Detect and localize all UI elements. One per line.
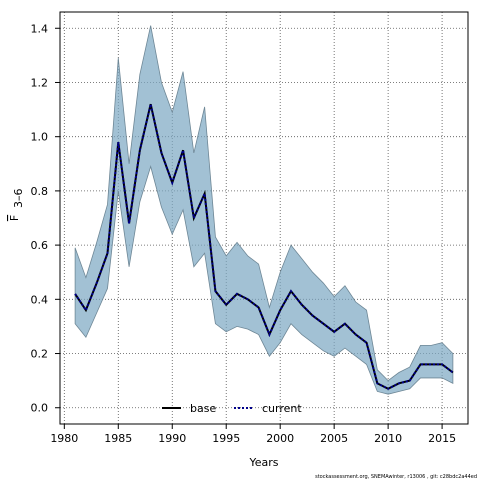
y-tick-label: 0.6	[31, 239, 49, 252]
x-tick-label: 2015	[428, 432, 456, 445]
y-axis-label-group: F 3–6	[8, 189, 25, 222]
series-lines	[74, 103, 454, 390]
y-axis-label: F	[8, 215, 21, 221]
x-tick-label: 1980	[50, 432, 78, 445]
x-axis: 1980 1985 1990 1995 2000 2005 2010 2015	[50, 424, 456, 445]
footer-attribution: stockassessment.org, SNEMAwinter, r13006…	[315, 474, 477, 480]
legend: base current	[162, 402, 302, 415]
confidence-band-area	[74, 25, 454, 395]
x-tick-label: 1995	[212, 432, 240, 445]
x-tick-label: 2005	[320, 432, 348, 445]
y-tick-label: 1.2	[31, 76, 49, 89]
y-axis: 0.0 0.2 0.4 0.6 0.8 1.0 1.2 1.4	[31, 22, 60, 415]
y-axis-label-subscript: 3–6	[12, 189, 25, 209]
y-tick-label: 1.0	[31, 131, 49, 144]
legend-label-base: base	[190, 402, 216, 415]
x-tick-label: 2010	[374, 432, 402, 445]
x-tick-label: 2000	[266, 432, 294, 445]
y-tick-label: 0.0	[31, 402, 49, 415]
x-axis-label: Years	[248, 456, 278, 469]
confidence-band	[74, 25, 454, 395]
y-tick-label: 0.8	[31, 185, 49, 198]
legend-label-current: current	[262, 402, 302, 415]
x-tick-label: 1990	[158, 432, 186, 445]
series-line-current	[74, 103, 454, 390]
y-tick-label: 0.4	[31, 293, 49, 306]
x-tick-label: 1985	[104, 432, 132, 445]
y-tick-label: 0.2	[31, 348, 49, 361]
plot-frame	[59, 11, 469, 425]
y-tick-label: 1.4	[31, 22, 49, 35]
